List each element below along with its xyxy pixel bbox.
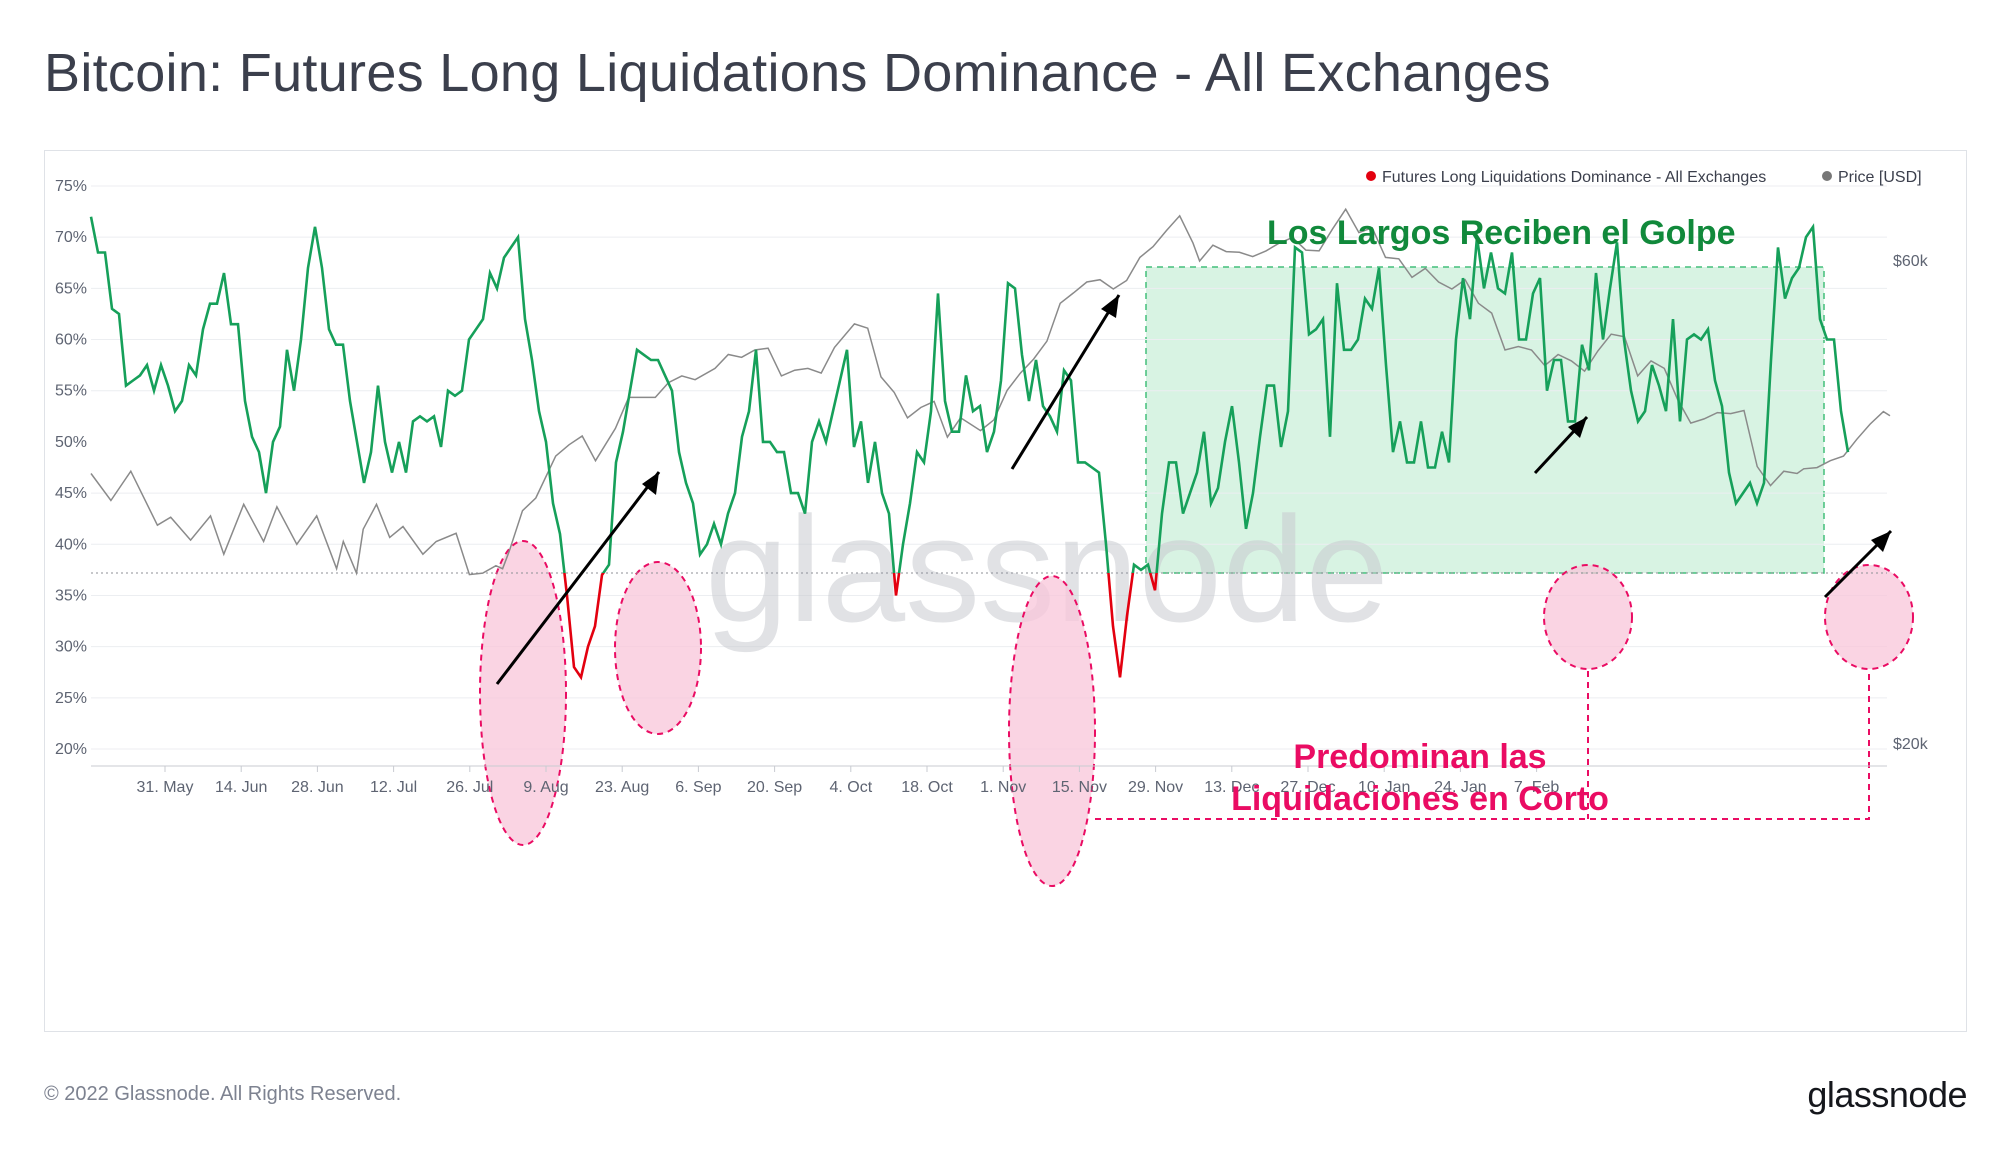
- x-axis: 31. May 14. Jun 28. Jun 12. Jul 26. Jul 9. Au…: [91, 765, 1887, 796]
- short-liquidation-highlights: [479, 540, 1914, 887]
- y-axis-left: 20% 25% 30% 35% 40% 45% 50% 55% 60% 65% 70% 75%: [55, 178, 87, 758]
- highlight-ellipse-oct: [1008, 575, 1096, 887]
- legend: Futures Long Liquidations Dominance - Al…: [1366, 169, 1922, 186]
- y-tick-label: 50%: [55, 434, 87, 451]
- x-tick-label: 24. Jan: [1434, 779, 1486, 796]
- trend-arrows: [495, 294, 1893, 685]
- arrow-1: [495, 471, 661, 685]
- y-tick-label: 65%: [55, 280, 87, 297]
- x-tick-label: 29. Nov: [1128, 779, 1183, 796]
- price-series-line: [90, 207, 1891, 576]
- footer-copyright: © 2022 Glassnode. All Rights Reserved.: [44, 1083, 402, 1105]
- legend-dominance-label[interactable]: Futures Long Liquidations Dominance - Al…: [1382, 169, 1766, 186]
- highlight-ellipse-feb: [1824, 564, 1914, 670]
- x-tick-label: 9. Aug: [523, 779, 568, 796]
- x-tick-label: 15. Nov: [1052, 779, 1107, 796]
- x-tick-label: 6. Sep: [675, 779, 721, 796]
- y-right-tick-label: $60k: [1893, 253, 1929, 270]
- note-line-1: Predominan las: [1293, 738, 1546, 776]
- chart-svg: glassnode 20%25%30%35%40%45%50: [55, 169, 1929, 887]
- x-tick-label: 12. Jul: [370, 779, 417, 796]
- y-tick-label: 30%: [55, 639, 87, 656]
- highlight-ellipse-dec: [1543, 564, 1633, 670]
- x-tick-label: 28. Jun: [291, 779, 343, 796]
- highlight-ellipse-aug: [614, 561, 702, 735]
- arrow-2-head: [1101, 295, 1119, 318]
- footer-brand-logo: glassnode: [1807, 1074, 1967, 1115]
- x-tick-label: 31. May: [137, 779, 194, 796]
- x-tick-label: 13. Dec: [1204, 779, 1259, 796]
- longs-hit-zone: [1145, 266, 1825, 574]
- y-tick-label: 20%: [55, 741, 87, 758]
- legend-dominance-marker: [1366, 171, 1376, 181]
- y-tick-label: 25%: [55, 690, 87, 707]
- note-line-2: Liquidaciones en Corto: [1231, 780, 1609, 818]
- x-tick-label: 23. Aug: [595, 779, 649, 796]
- chart-frame: glassnode 20% 25% 30% 35% 40% 45% 50: [44, 150, 1967, 1032]
- x-tick-label: 7. Feb: [1514, 779, 1559, 796]
- x-tick-label: 18. Oct: [901, 779, 953, 796]
- x-tick-label: 20. Sep: [747, 779, 802, 796]
- arrow-3-head: [1568, 417, 1587, 438]
- y-tick-label: 40%: [55, 536, 87, 553]
- legend-price-marker: [1822, 171, 1832, 181]
- x-tick-label: 27. Dec: [1280, 779, 1335, 796]
- y-tick-label: 45%: [55, 485, 87, 502]
- x-tick-label: 26. Jul: [446, 779, 493, 796]
- x-tick-label: 14. Jun: [215, 779, 267, 796]
- arrow-1-head: [642, 472, 659, 495]
- y-tick-label: 60%: [55, 332, 87, 349]
- y-tick-label: 70%: [55, 229, 87, 246]
- box-label: Los Largos Reciben el Golpe: [1267, 214, 1736, 252]
- y-tick-label: 35%: [55, 587, 87, 604]
- y-right-tick-label: $20k: [1893, 736, 1929, 753]
- highlight-ellipse-jul: [479, 540, 567, 846]
- arrow-2: [1010, 294, 1121, 470]
- x-tick-label: 10. Jan: [1358, 779, 1410, 796]
- legend-price-label[interactable]: Price [USD]: [1838, 169, 1922, 186]
- y-tick-label: 55%: [55, 383, 87, 400]
- arrow-4-head: [1871, 531, 1891, 552]
- dominance-line-above-50: [89, 216, 1850, 573]
- gridlines: [91, 185, 1887, 750]
- x-tick-label: 4. Oct: [829, 779, 872, 796]
- chart-title: Bitcoin: Futures Long Liquidations Domin…: [44, 43, 1551, 103]
- y-tick-label: 75%: [55, 178, 87, 195]
- y-axis-right: $60k $20k: [1893, 253, 1929, 753]
- annotation-connector: [1095, 671, 1870, 820]
- x-tick-label: 1. Nov: [980, 779, 1026, 796]
